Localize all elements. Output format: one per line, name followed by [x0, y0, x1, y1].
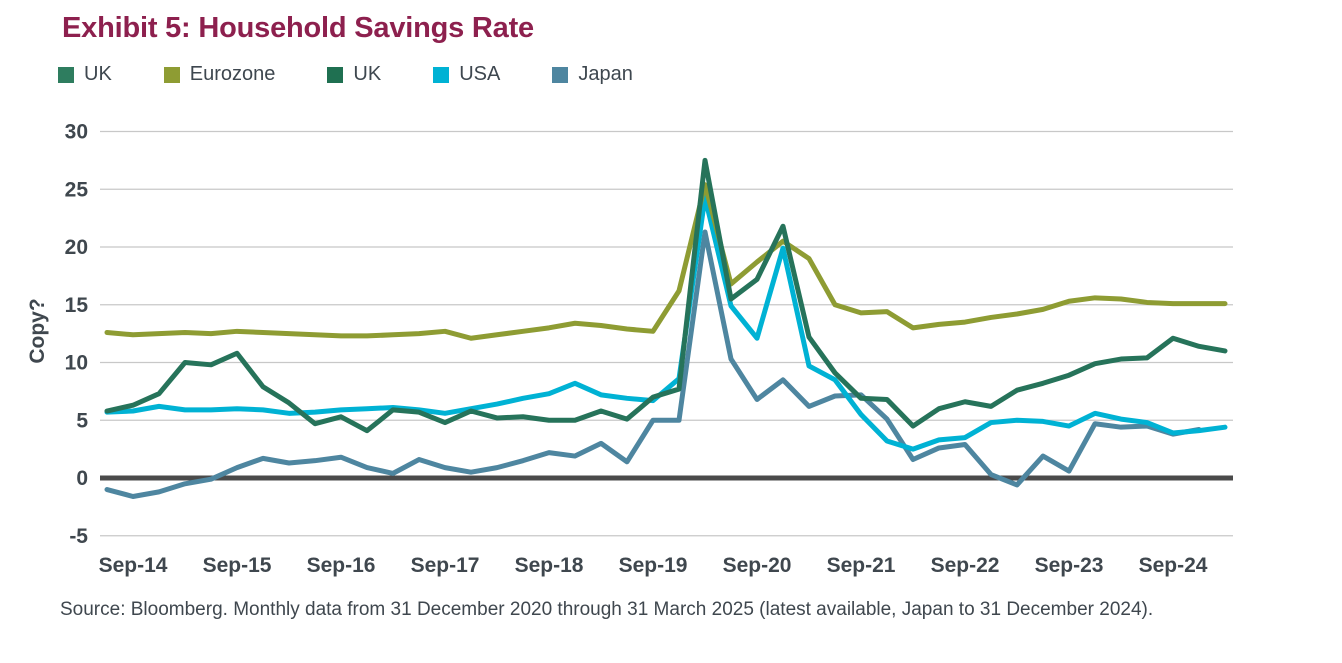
y-tick-label: 5: [76, 409, 88, 432]
x-tick-label: Sep-14: [99, 554, 168, 577]
x-tick-label: Sep-17: [411, 554, 480, 577]
x-tick-label: Sep-21: [827, 554, 896, 577]
x-tick-label: Sep-22: [931, 554, 1000, 577]
x-tick-label: Sep-16: [307, 554, 376, 577]
page-title: Exhibit 5: Household Savings Rate: [62, 12, 534, 44]
legend-item-eurozone-1: Eurozone: [163, 63, 276, 86]
y-tick-label: 20: [65, 236, 88, 259]
legend-swatch-icon: [163, 66, 180, 83]
y-tick-label: 15: [65, 294, 89, 317]
y-tick-label: -5: [69, 525, 88, 548]
y-tick-label: 0: [76, 467, 88, 490]
legend-item-uk-0: UK: [58, 63, 112, 86]
legend-label: USA: [459, 63, 501, 85]
y-tick-label: 25: [65, 178, 89, 201]
x-tick-label: Sep-24: [1139, 554, 1208, 577]
y-tick-label: 30: [65, 121, 88, 144]
legend-swatch-icon: [552, 66, 569, 83]
x-tick-label: Sep-20: [723, 554, 792, 577]
legend-item-usa-3: USA: [433, 63, 500, 86]
legend-label: UK: [84, 63, 112, 85]
x-tick-label: Sep-18: [515, 554, 584, 577]
legend-label: Eurozone: [189, 63, 276, 85]
y-axis-label: Copy?: [26, 298, 49, 363]
legend-label: UK: [353, 63, 382, 85]
series-line-eurozone: [104, 182, 1228, 341]
source-note: Source: Bloomberg. Monthly data from 31 …: [60, 599, 1154, 620]
x-tick-label: Sep-23: [1035, 554, 1104, 577]
chart-legend: UK Eurozone UK USA Japan: [58, 63, 633, 86]
legend-swatch-icon: [58, 66, 74, 83]
legend-item-japan-4: Japan: [552, 63, 633, 86]
y-tick-label: 10: [65, 352, 88, 375]
series-line-japan: [104, 229, 1202, 499]
x-tick-label: Sep-19: [619, 554, 688, 577]
series-line-usa: [104, 194, 1228, 452]
series-line-uk: [104, 157, 1228, 434]
legend-item-uk-2: UK: [327, 63, 381, 86]
legend-label: Japan: [578, 63, 633, 85]
legend-swatch-icon: [327, 66, 344, 83]
x-tick-label: Sep-15: [203, 554, 272, 577]
legend-swatch-icon: [433, 66, 450, 83]
